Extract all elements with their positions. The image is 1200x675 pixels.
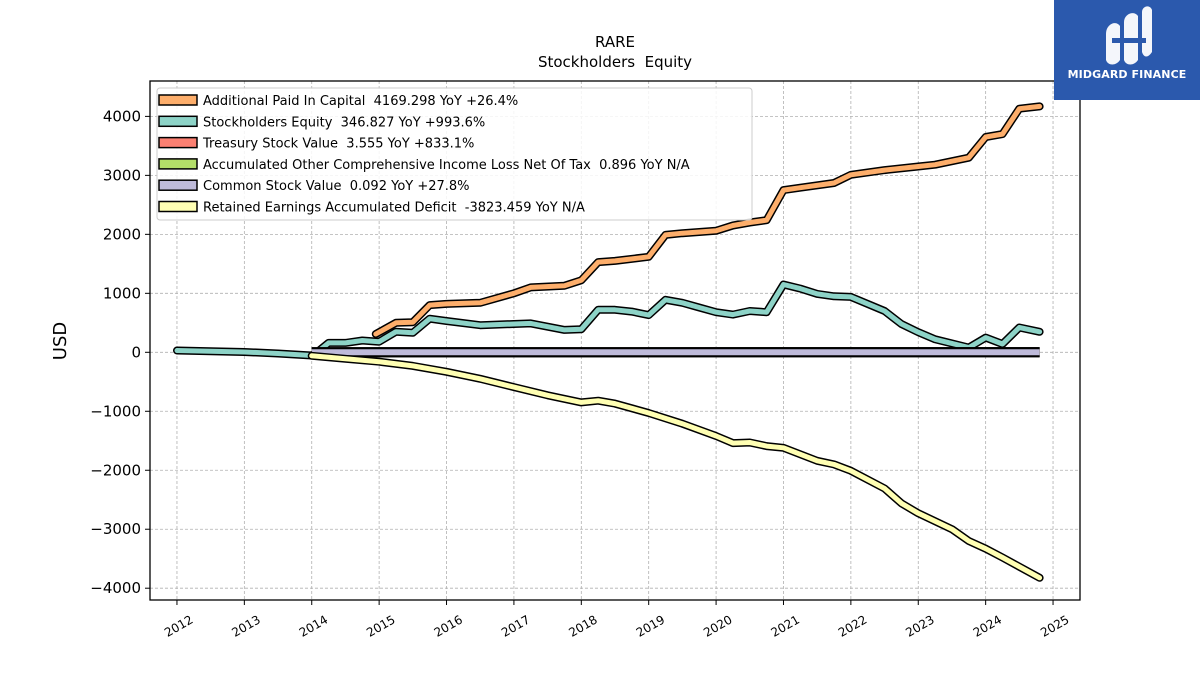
plot-frame bbox=[149, 80, 1081, 601]
legend-label: Additional Paid In Capital 4169.298 YoY … bbox=[203, 94, 518, 109]
x-tick-label: 2018 bbox=[566, 612, 599, 639]
y-tick-label: 3000 bbox=[103, 166, 141, 184]
y-tick-label: 2000 bbox=[103, 225, 141, 243]
legend-item: Common Stock Value 0.092 YoY +27.8% bbox=[158, 179, 470, 194]
series-line bbox=[373, 103, 1043, 337]
legend-item: Retained Earnings Accumulated Deficit -3… bbox=[158, 200, 585, 216]
series-5 bbox=[307, 351, 1044, 582]
series-line bbox=[309, 353, 1043, 581]
y-tick-label: 0 bbox=[131, 343, 141, 361]
legend: Additional Paid In Capital 4169.298 YoY … bbox=[156, 87, 753, 221]
x-tick-label: 2024 bbox=[971, 612, 1004, 639]
y-tick-label: 4000 bbox=[103, 107, 141, 125]
y-tick-label: −2000 bbox=[90, 461, 141, 479]
legend-swatch bbox=[158, 115, 198, 128]
x-tick-label: 2019 bbox=[634, 612, 667, 639]
x-tick-label: 2012 bbox=[162, 612, 195, 639]
legend-item: Additional Paid In Capital 4169.298 YoY … bbox=[158, 94, 518, 109]
plot-lines bbox=[173, 102, 1044, 582]
y-tick-label: 1000 bbox=[103, 284, 141, 302]
x-tick-label: 2021 bbox=[769, 612, 802, 639]
logo-text: MIDGARD FINANCE bbox=[1067, 68, 1187, 81]
legend-item: Accumulated Other Comprehensive Income L… bbox=[158, 158, 690, 173]
x-tick-label: 2023 bbox=[903, 612, 936, 639]
legend-swatch bbox=[158, 200, 198, 213]
legend-label: Treasury Stock Value 3.555 YoY +833.1% bbox=[202, 137, 474, 152]
x-tick-label: 2025 bbox=[1038, 612, 1071, 639]
x-tick-label: 2015 bbox=[364, 612, 397, 639]
legend-item: Treasury Stock Value 3.555 YoY +833.1% bbox=[158, 136, 474, 152]
y-tick-label: −3000 bbox=[90, 520, 141, 538]
legend-swatch bbox=[158, 136, 198, 149]
legend-swatch bbox=[158, 179, 198, 191]
x-tick-label: 2022 bbox=[836, 612, 869, 639]
series-1 bbox=[173, 280, 1044, 360]
series-0 bbox=[371, 102, 1044, 338]
x-tick-label: 2017 bbox=[499, 612, 532, 639]
series-line-outline bbox=[307, 351, 1044, 582]
y-axis-label: USD bbox=[50, 322, 71, 360]
y-tick-label: −1000 bbox=[90, 402, 141, 420]
legend-label: Accumulated Other Comprehensive Income L… bbox=[203, 158, 690, 173]
legend-swatch bbox=[158, 94, 198, 106]
y-tick-label: −4000 bbox=[90, 579, 141, 597]
chart-subtitle: Stockholders Equity bbox=[538, 53, 692, 71]
x-tick-label: 2016 bbox=[432, 612, 465, 639]
legend-frame bbox=[156, 87, 753, 221]
legend-label: Stockholders Equity 346.827 YoY +993.6% bbox=[203, 115, 485, 130]
x-tick-label: 2020 bbox=[701, 612, 734, 639]
legend-item: Stockholders Equity 346.827 YoY +993.6% bbox=[158, 115, 485, 130]
legend-swatch bbox=[158, 158, 198, 170]
legend-label: Retained Earnings Accumulated Deficit -3… bbox=[203, 201, 585, 216]
chart-title: RARE bbox=[595, 33, 635, 51]
series-line bbox=[174, 282, 1043, 358]
legend-label: Common Stock Value 0.092 YoY +27.8% bbox=[203, 179, 470, 194]
midgard-finance-logo: MIDGARD FINANCE bbox=[1054, 0, 1200, 100]
logo-mark-icon bbox=[1054, 0, 1200, 100]
series-line-outline bbox=[173, 280, 1044, 360]
x-tick-label: 2013 bbox=[229, 612, 262, 639]
x-tick-label: 2014 bbox=[297, 612, 330, 639]
